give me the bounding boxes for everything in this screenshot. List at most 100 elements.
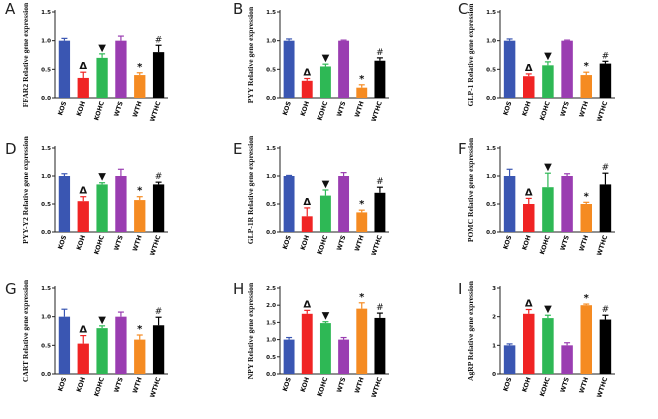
- x-tick-label: WTS: [559, 100, 571, 118]
- bar-wth: [580, 75, 592, 98]
- y-tick-label: 0.0: [41, 96, 51, 102]
- significance-marker: #: [376, 303, 384, 313]
- y-tick-label: 0.0: [266, 372, 276, 378]
- significance-marker: *: [137, 62, 143, 73]
- significance-marker: ▼: [544, 304, 552, 315]
- y-tick-label: 1.0: [41, 315, 51, 321]
- bar-wthc: [374, 192, 386, 232]
- y-tick-label: 0.5: [486, 67, 496, 73]
- bar-koh: [523, 76, 535, 98]
- panel-d: D PYY-Y2 Relative gene expression 0.0 0.5 1.…: [5, 135, 168, 257]
- x-tick-label: WTH: [578, 376, 590, 394]
- x-tick-label: WTS: [113, 100, 125, 118]
- y-tick-label: 1.5: [486, 10, 496, 16]
- panel-g: G CART Relative gene expression 0.0 0.5 1.0 1…: [5, 279, 168, 399]
- significance-marker: *: [359, 74, 365, 85]
- significance-marker: #: [155, 307, 163, 317]
- x-tick-label: KOHC: [539, 234, 552, 255]
- bar-kohc: [96, 328, 108, 374]
- bar-wthc: [152, 325, 165, 374]
- x-tick-label: WTH: [354, 376, 366, 394]
- panel-letter: H: [233, 280, 244, 298]
- y-tick-label: 0.5: [266, 355, 276, 361]
- bar-wts: [338, 176, 350, 232]
- x-tick-label: KOH: [76, 234, 87, 251]
- bar-kohc: [319, 66, 331, 98]
- y-axis-label: CART Relative gene expression: [21, 279, 30, 382]
- bar-wts: [561, 176, 573, 232]
- x-tick-label: KOHC: [317, 234, 330, 255]
- bar-koh: [301, 216, 313, 232]
- y-axis-label: AgRP Relative gene expression: [466, 280, 475, 381]
- y-tick-label: 0.0: [266, 230, 276, 236]
- x-tick-label: KOS: [282, 100, 293, 116]
- x-tick-label: WTHC: [371, 234, 384, 257]
- x-tick-label: KOS: [282, 376, 293, 392]
- y-axis-label: FFAR2 Relative gene expression: [21, 2, 30, 107]
- y-tick-label: 0.0: [41, 230, 51, 236]
- significance-marker: *: [584, 293, 590, 304]
- y-axis-label: GLP-1 Relative gene expression: [466, 3, 475, 107]
- bar-koh: [77, 201, 89, 232]
- bar-wth: [356, 87, 368, 98]
- significance-marker: ▼: [98, 43, 106, 54]
- y-tick-label: 1.5: [266, 320, 276, 326]
- x-tick-label: KOHC: [93, 100, 106, 121]
- significance-marker: *: [584, 191, 590, 202]
- x-tick-label: WTHC: [371, 376, 384, 399]
- y-tick-label: 0.0: [486, 230, 496, 236]
- x-tick-label: WTHC: [596, 100, 609, 123]
- y-tick-label: 0.5: [41, 202, 51, 208]
- x-tick-label: WTH: [132, 234, 144, 252]
- x-tick-label: WTH: [132, 100, 144, 118]
- bar-wts: [338, 339, 350, 374]
- panel-letter: C: [458, 0, 468, 18]
- x-tick-label: KOHC: [93, 234, 106, 255]
- significance-marker: *: [359, 199, 365, 210]
- significance-marker: #: [376, 48, 384, 58]
- x-tick-label: KOS: [502, 376, 513, 392]
- bar-kohc: [319, 195, 331, 232]
- y-tick-label: 1.5: [266, 146, 276, 152]
- bar-wthc: [374, 317, 386, 374]
- significance-marker: #: [602, 305, 610, 315]
- panel-h: H NPY Relative gene expression 0.0 0.5 1.0 1.…: [233, 280, 389, 399]
- bar-kohc: [542, 65, 554, 98]
- significance-marker: Δ: [303, 197, 311, 208]
- x-tick-label: KOS: [502, 100, 513, 116]
- x-tick-label: KOH: [521, 234, 532, 251]
- bar-wthc: [152, 52, 165, 98]
- significance-marker: ▼: [98, 172, 106, 183]
- bar-koh: [523, 204, 535, 232]
- x-tick-label: WTHC: [371, 100, 384, 123]
- y-tick-label: 1.5: [41, 286, 51, 292]
- x-tick-label: KOH: [76, 376, 87, 393]
- y-axis-label: PYY Relative gene expression: [246, 6, 255, 103]
- x-tick-label: WTS: [559, 234, 571, 252]
- bar-wts: [115, 40, 127, 98]
- panel-letter: A: [5, 0, 16, 18]
- bar-kos: [503, 176, 516, 232]
- x-tick-label: KOHC: [317, 100, 330, 121]
- x-tick-label: WTS: [113, 376, 125, 394]
- bar-koh: [523, 313, 535, 374]
- y-axis-label: POMC Relative gene expression: [466, 137, 475, 242]
- panel-letter: B: [233, 0, 243, 18]
- panel-letter: E: [233, 140, 242, 158]
- x-tick-label: KOHC: [539, 100, 552, 121]
- significance-marker: ▼: [322, 53, 330, 64]
- significance-marker: Δ: [525, 299, 533, 310]
- bar-wts: [561, 345, 573, 374]
- bar-wth: [356, 212, 368, 232]
- bar-kohc: [96, 57, 108, 98]
- x-tick-label: KOHC: [539, 376, 552, 397]
- x-tick-label: WTHC: [596, 376, 609, 399]
- y-tick-label: 2.0: [266, 303, 276, 309]
- y-tick-label: 0.0: [486, 96, 496, 102]
- significance-marker: *: [137, 324, 143, 335]
- panel-e: E GLP-1R Relative gene expression 0.0 0.5 1.…: [233, 135, 389, 257]
- y-axis-label: GLP-1R Relative gene expression: [246, 135, 255, 244]
- y-tick-label: 2: [492, 315, 496, 321]
- x-tick-label: WTH: [578, 234, 590, 252]
